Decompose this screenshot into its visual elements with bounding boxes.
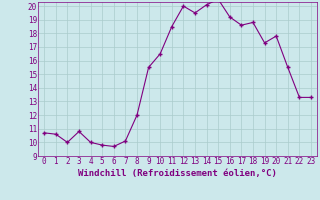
X-axis label: Windchill (Refroidissement éolien,°C): Windchill (Refroidissement éolien,°C) xyxy=(78,169,277,178)
